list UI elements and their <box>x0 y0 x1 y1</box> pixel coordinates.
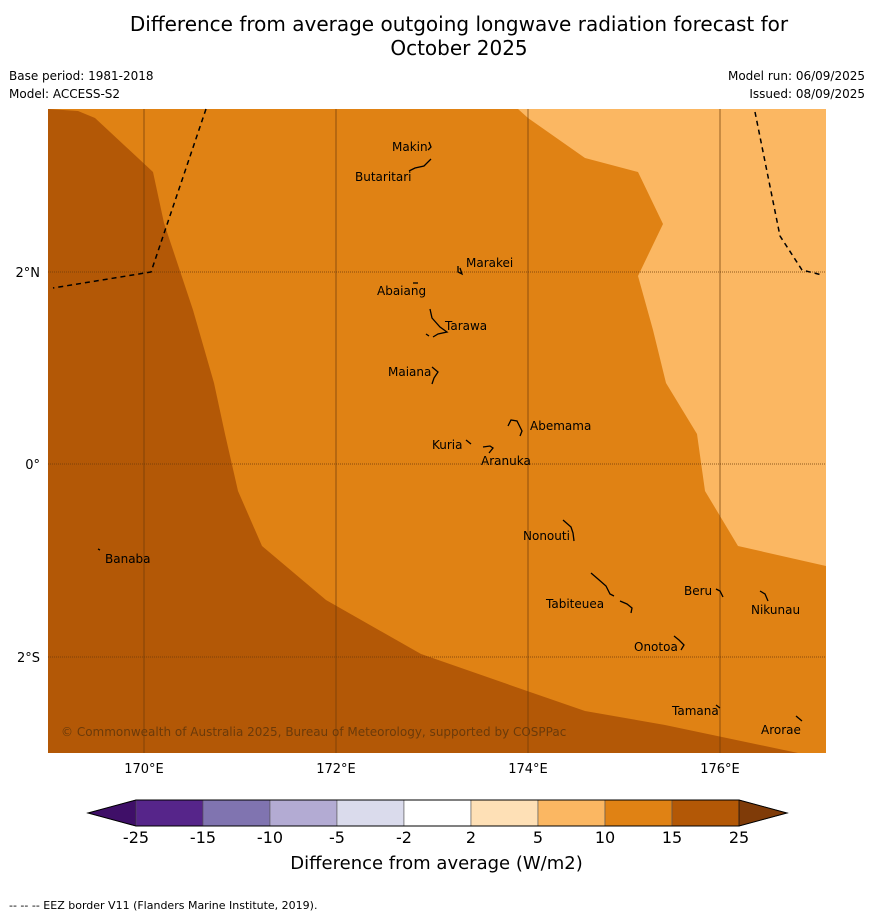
colorbar-tick-label: -2 <box>396 828 412 847</box>
nonouti-outline <box>562 519 575 542</box>
label-aranuka: Aranuka <box>481 454 531 468</box>
arorae-outline <box>795 715 803 722</box>
map-title: Difference from average outgoing longwav… <box>0 12 873 60</box>
title-line-1: Difference from average outgoing longwav… <box>129 12 789 36</box>
colorbar-swatch <box>202 799 271 827</box>
nikunau-outline <box>759 590 769 602</box>
label-banaba: Banaba <box>105 552 151 566</box>
tabiteuea-south-outline <box>619 600 633 614</box>
tarawa-outline <box>429 308 449 338</box>
map-panel <box>48 109 826 753</box>
colorbar-tick-label: 15 <box>661 828 683 847</box>
beru-outline <box>715 588 724 598</box>
colorbar-tick-label: 5 <box>532 828 544 847</box>
lon-tick-label: 172°E <box>316 762 356 777</box>
longitude-tick-labels: 170°E 172°E 174°E 176°E <box>124 762 740 777</box>
maiana-outline <box>431 366 439 385</box>
label-abemama: Abemama <box>530 419 591 433</box>
colorbar-tick-label: -15 <box>189 828 217 847</box>
butaritari-outline <box>408 158 432 172</box>
model-run: Model run: 06/09/2025 <box>727 69 865 83</box>
label-nikunau: Nikunau <box>751 603 800 617</box>
eez-border-east <box>754 111 823 276</box>
lon-tick-label: 174°E <box>508 762 548 777</box>
colorbar-extend-low <box>86 799 137 827</box>
onotoa-outline <box>673 635 685 651</box>
eez-border-west <box>52 108 207 289</box>
graticule <box>48 109 826 753</box>
colorbar-extend-high <box>738 799 789 827</box>
colorbar-swatch <box>537 799 606 827</box>
lat-tick-label: 2°N <box>16 266 41 281</box>
colorbar-tick-label: 10 <box>594 828 616 847</box>
latitude-tick-labels: 2°N 0° 2°S <box>16 266 41 666</box>
label-beru: Beru <box>684 584 712 598</box>
colorbar-swatch <box>470 799 539 827</box>
label-butaritari: Butaritari <box>355 170 412 184</box>
label-maiana: Maiana <box>388 365 431 379</box>
label-marakei: Marakei <box>466 256 513 270</box>
colorbar-swatch <box>336 799 405 827</box>
label-abaiang: Abaiang <box>377 284 426 298</box>
label-makin: Makin <box>392 140 428 154</box>
colorbar-tick-label: -5 <box>329 828 345 847</box>
colorbar-swatch <box>604 799 673 827</box>
label-tabiteuea: Tabiteuea <box>545 597 604 611</box>
colorbar-tick-label: -10 <box>256 828 284 847</box>
colorbar-swatch <box>269 799 338 827</box>
lon-tick-label: 176°E <box>700 762 740 777</box>
banaba-outline <box>97 548 101 551</box>
colorbar-swatch <box>403 799 472 827</box>
model-name: Model: ACCESS-S2 <box>9 87 121 101</box>
issued-date: Issued: 08/09/2025 <box>749 87 865 101</box>
label-arorae: Arorae <box>761 723 801 737</box>
eez-borders <box>52 108 823 289</box>
island-outlines <box>97 141 803 722</box>
tabiteuea-north-outline <box>590 572 615 597</box>
meta-right: Model run: 06/09/2025 Issued: 08/09/2025 <box>728 67 865 103</box>
copyright-notice: © Commonwealth of Australia 2025, Bureau… <box>61 725 566 739</box>
marakei-outline <box>457 266 464 276</box>
lat-tick-label: 2°S <box>17 651 40 666</box>
lat-tick-label: 0° <box>25 458 40 473</box>
colorbar-tick-label: 25 <box>728 828 750 847</box>
title-line-2: October 2025 <box>390 36 528 60</box>
island-labels: Makin Butaritari Marakei Abaiang Tarawa … <box>105 140 801 737</box>
label-onotoa: Onotoa <box>634 640 678 654</box>
label-tamana: Tamana <box>671 704 719 718</box>
colorbar-title: Difference from average (W/m2) <box>290 853 583 874</box>
label-nonouti: Nonouti <box>523 529 570 543</box>
makin-outline <box>427 141 432 151</box>
label-tarawa: Tarawa <box>444 319 487 333</box>
anomaly-5-10-region <box>518 109 826 566</box>
tamana-outline <box>715 704 721 709</box>
aranuka-outline <box>482 445 494 454</box>
colorbar-frame <box>86 799 789 827</box>
colorbar-tick-label: -25 <box>122 828 150 847</box>
eez-footnote: -- -- -- EEZ border V11 (Flanders Marine… <box>9 899 318 912</box>
colorbar <box>86 799 789 827</box>
lon-tick-label: 170°E <box>124 762 164 777</box>
tarawa-islet-outline <box>425 333 430 337</box>
colorbar-swatch <box>135 799 204 827</box>
colorbar-tick-label: 2 <box>465 828 477 847</box>
anomaly-15-25-region <box>48 109 798 753</box>
abemama-outline <box>507 419 523 437</box>
colorbar-swatch <box>671 799 740 827</box>
meta-left: Base period: 1981-2018 Model: ACCESS-S2 <box>9 67 154 103</box>
base-period: Base period: 1981-2018 <box>9 69 154 83</box>
label-kuria: Kuria <box>432 438 463 452</box>
kuria-outline <box>465 439 472 445</box>
